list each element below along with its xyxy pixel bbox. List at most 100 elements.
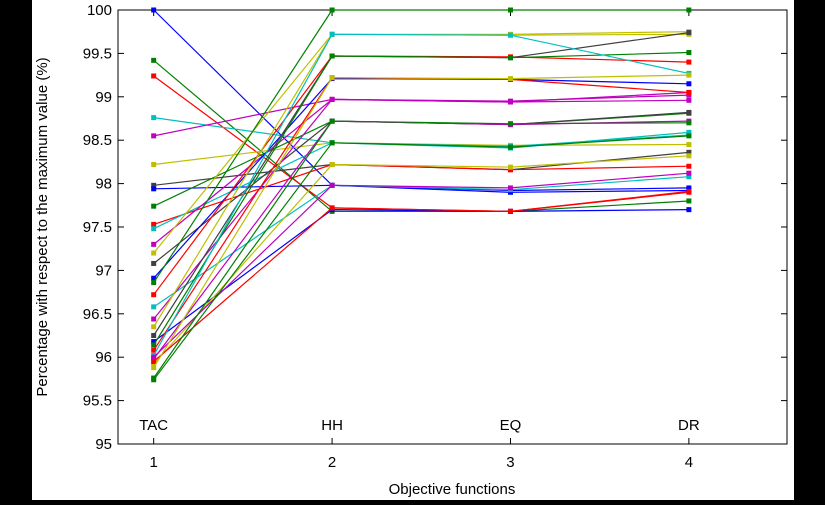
data-point bbox=[686, 50, 692, 56]
data-point bbox=[686, 129, 692, 135]
y-tick-label: 96.5 bbox=[83, 306, 112, 323]
data-point bbox=[686, 142, 692, 148]
y-tick-label: 99.5 bbox=[83, 45, 112, 62]
data-point bbox=[151, 226, 157, 232]
series-line bbox=[153, 51, 689, 346]
series-line bbox=[153, 190, 689, 362]
series-line bbox=[153, 155, 689, 365]
series-29 bbox=[151, 170, 692, 360]
data-point bbox=[151, 354, 157, 360]
y-tick-label: 100 bbox=[87, 2, 112, 19]
data-point bbox=[507, 189, 513, 195]
y-tick-label: 97.5 bbox=[83, 219, 112, 236]
data-point bbox=[151, 203, 157, 209]
category-annotation: EQ bbox=[500, 417, 522, 434]
data-point bbox=[329, 182, 335, 188]
data-point bbox=[151, 162, 157, 168]
data-point bbox=[329, 31, 335, 37]
y-axis-label: Percentage with respect to the maximum v… bbox=[34, 57, 51, 396]
data-point bbox=[151, 57, 157, 63]
x-tick-label: 2 bbox=[328, 454, 336, 471]
data-point bbox=[151, 342, 157, 348]
data-point bbox=[151, 241, 157, 247]
data-point bbox=[686, 185, 692, 191]
data-point bbox=[151, 377, 157, 383]
data-point bbox=[151, 316, 157, 322]
category-annotation: TAC bbox=[139, 417, 168, 434]
data-point bbox=[151, 221, 157, 227]
series-30 bbox=[151, 72, 692, 371]
series-line bbox=[153, 184, 689, 193]
data-point bbox=[686, 97, 692, 103]
data-point bbox=[507, 167, 513, 173]
x-axis-label: Objective functions bbox=[389, 481, 516, 498]
data-point bbox=[507, 121, 513, 127]
data-point bbox=[507, 99, 513, 105]
data-point bbox=[151, 361, 157, 367]
series-27 bbox=[151, 153, 692, 367]
data-point bbox=[329, 162, 335, 168]
plot-area bbox=[117, 9, 788, 445]
series-line bbox=[153, 91, 689, 320]
data-point bbox=[151, 347, 157, 353]
data-point bbox=[329, 75, 335, 81]
data-point bbox=[151, 182, 157, 188]
data-point bbox=[151, 333, 157, 338]
data-point bbox=[686, 81, 692, 87]
y-tick-label: 95.5 bbox=[83, 393, 112, 410]
data-point bbox=[151, 324, 157, 330]
data-point bbox=[329, 205, 335, 211]
series-16 bbox=[151, 7, 692, 286]
data-point bbox=[151, 275, 157, 281]
data-point bbox=[686, 174, 692, 180]
series-line bbox=[153, 208, 689, 343]
y-tick-label: 98 bbox=[95, 176, 112, 193]
data-point bbox=[329, 140, 335, 146]
y-tick-labels: 95 95.5 96 96.5 97 97.5 98 98.5 99 99.5 100 bbox=[83, 2, 112, 453]
data-point bbox=[329, 7, 335, 13]
data-point bbox=[686, 163, 692, 169]
data-point bbox=[151, 7, 157, 13]
series-line bbox=[153, 74, 689, 368]
data-point bbox=[151, 365, 157, 371]
series-line bbox=[153, 33, 690, 356]
data-point bbox=[507, 208, 513, 214]
data-point bbox=[329, 96, 335, 102]
series-line bbox=[153, 120, 689, 379]
series-23 bbox=[151, 50, 692, 348]
data-point bbox=[151, 73, 157, 79]
series-line bbox=[153, 135, 689, 381]
y-tick-label: 99 bbox=[95, 89, 112, 106]
series-line bbox=[153, 9, 689, 283]
data-point bbox=[151, 115, 157, 121]
series-group bbox=[151, 7, 692, 383]
x-tick-label: 4 bbox=[685, 454, 693, 471]
data-point bbox=[686, 30, 692, 36]
data-point bbox=[686, 109, 692, 115]
data-point bbox=[686, 133, 692, 139]
data-point bbox=[686, 153, 692, 159]
y-tick-label: 97 bbox=[95, 262, 112, 279]
category-annotation: HH bbox=[321, 417, 343, 434]
data-point bbox=[686, 120, 692, 126]
data-point bbox=[686, 92, 692, 98]
data-point bbox=[151, 339, 157, 345]
series-28 bbox=[151, 188, 692, 365]
data-point bbox=[507, 55, 513, 61]
category-annotations: TAC HH EQ DR bbox=[139, 417, 700, 434]
x-tick-label: 1 bbox=[150, 454, 158, 471]
data-point bbox=[151, 280, 157, 286]
data-point bbox=[151, 133, 157, 139]
data-point bbox=[686, 188, 692, 194]
data-point bbox=[686, 72, 692, 78]
data-point bbox=[151, 260, 157, 266]
data-point bbox=[151, 359, 157, 365]
data-point bbox=[686, 149, 692, 155]
series-line bbox=[153, 59, 689, 212]
data-point bbox=[329, 53, 335, 59]
series-32 bbox=[151, 133, 692, 383]
data-point bbox=[507, 185, 513, 191]
series-line bbox=[153, 172, 689, 358]
data-point bbox=[151, 250, 157, 256]
